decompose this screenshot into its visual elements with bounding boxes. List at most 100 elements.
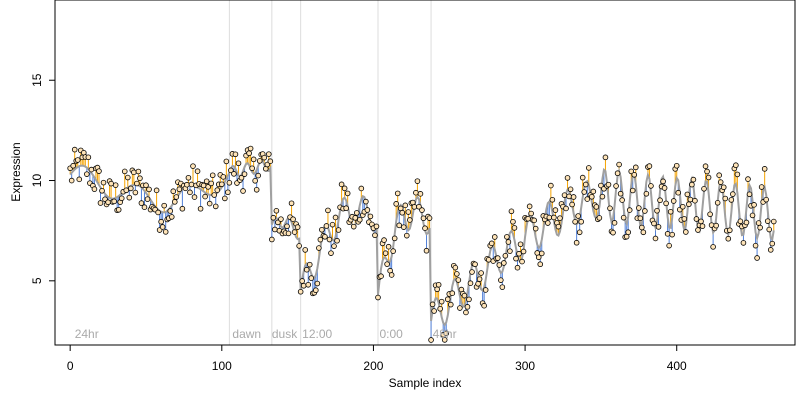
data-point (699, 223, 706, 229)
data-point (551, 214, 557, 221)
data-point (314, 280, 321, 287)
x-axis: 0 100 200 300 400 (67, 345, 687, 373)
data-point (435, 281, 442, 288)
data-point (520, 248, 527, 255)
data-point (511, 225, 518, 231)
data-point (463, 309, 469, 316)
data-point (716, 172, 722, 178)
data-point (454, 271, 460, 277)
data-point (661, 185, 668, 191)
data-point (134, 180, 140, 187)
data-point (118, 195, 125, 202)
data-point (329, 221, 336, 228)
data-point (352, 215, 359, 221)
data-point (200, 182, 207, 189)
data-point (413, 189, 419, 196)
data-point (255, 172, 261, 179)
fit-line (69, 159, 775, 327)
data-point (476, 276, 483, 282)
data-point (290, 216, 296, 223)
data-point (749, 212, 756, 219)
data-point (443, 330, 450, 337)
data-point (636, 205, 642, 211)
data-point (382, 250, 389, 256)
data-point (478, 270, 484, 276)
data-point (561, 192, 568, 198)
data-point (167, 208, 174, 214)
data-point (693, 216, 700, 222)
data-point (717, 179, 724, 185)
data-point (639, 224, 645, 231)
data-point (261, 154, 268, 161)
data-point (582, 181, 589, 188)
data-point (516, 250, 522, 257)
data-point (667, 208, 674, 215)
data-point (168, 214, 175, 220)
data-point (231, 171, 237, 177)
data-point (605, 181, 612, 188)
data-point (343, 205, 349, 212)
data-point (702, 163, 709, 169)
data-point (733, 162, 739, 169)
data-point (273, 207, 280, 214)
data-point (197, 205, 204, 212)
data-point (581, 189, 588, 195)
data-point (246, 150, 252, 157)
data-point (188, 181, 195, 188)
data-point (153, 187, 160, 194)
data-point (238, 174, 245, 181)
data-point (573, 239, 580, 246)
data-point (614, 170, 621, 177)
y-tick-label: 15 (30, 73, 44, 87)
data-point (121, 168, 128, 175)
data-point (399, 209, 406, 216)
data-point (726, 227, 733, 234)
data-point (308, 275, 315, 281)
data-point (146, 186, 152, 193)
data-point (344, 190, 351, 197)
data-point (266, 151, 272, 157)
data-point (654, 207, 660, 214)
data-point (411, 204, 418, 210)
data-point (447, 301, 454, 308)
data-point (538, 250, 545, 257)
data-point (643, 190, 650, 197)
data-point (209, 172, 216, 179)
data-point (455, 277, 462, 283)
data-point (111, 198, 117, 205)
data-point (504, 234, 510, 240)
data-point (626, 207, 633, 213)
data-point (569, 201, 575, 208)
data-point (564, 175, 571, 181)
data-point (232, 151, 239, 158)
data-point (350, 223, 357, 230)
data-point (299, 278, 305, 284)
data-point (85, 154, 92, 161)
data-point (303, 266, 310, 273)
data-point (496, 262, 503, 268)
data-point (375, 294, 381, 301)
data-point (208, 180, 214, 187)
data-point (669, 231, 675, 238)
data-point (754, 255, 760, 261)
data-point (752, 242, 759, 249)
data-point (190, 163, 196, 169)
data-point (205, 184, 211, 190)
data-point (746, 191, 753, 198)
data-point (755, 220, 762, 226)
data-point (364, 207, 371, 213)
data-point (690, 176, 697, 183)
data-point (549, 196, 556, 203)
data-point (508, 208, 515, 215)
data-point (306, 261, 313, 268)
data-point (449, 290, 456, 296)
data-point (112, 182, 119, 188)
data-point (602, 154, 609, 161)
data-point (100, 179, 107, 186)
data-point (341, 185, 348, 192)
data-point (482, 287, 489, 293)
data-point (325, 207, 331, 214)
data-point (335, 227, 342, 233)
data-point (272, 226, 278, 233)
